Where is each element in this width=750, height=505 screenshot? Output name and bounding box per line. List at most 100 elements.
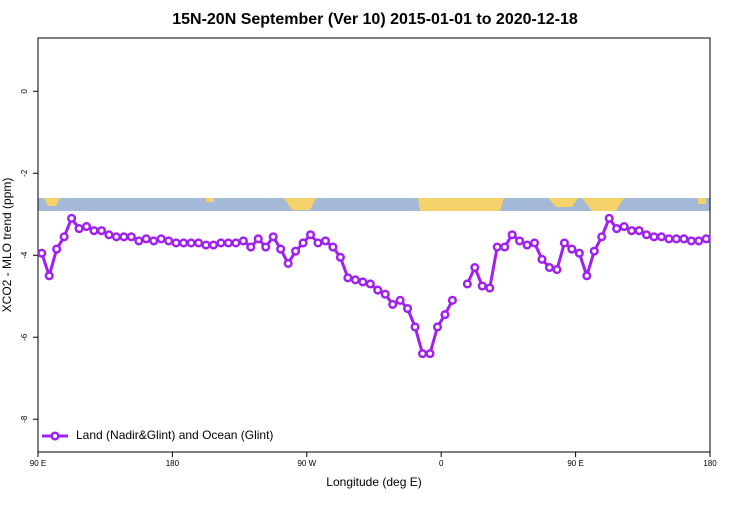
point <box>238 236 248 246</box>
point <box>253 234 263 244</box>
point <box>612 224 622 234</box>
point <box>500 242 510 252</box>
point <box>641 230 652 240</box>
point <box>537 254 547 264</box>
point <box>492 242 502 252</box>
point <box>589 246 599 256</box>
point <box>574 248 584 258</box>
point <box>671 234 681 244</box>
point <box>291 246 301 256</box>
point <box>126 232 136 242</box>
point <box>432 322 443 332</box>
point <box>656 232 667 242</box>
point <box>335 252 345 262</box>
point <box>529 238 540 248</box>
point <box>52 244 62 254</box>
point <box>507 230 517 240</box>
x-tick-label: 90 E <box>30 459 46 468</box>
point <box>365 279 375 289</box>
plot-frame <box>37 37 711 453</box>
point <box>515 236 525 246</box>
point <box>67 213 77 223</box>
point <box>216 238 226 248</box>
point <box>44 271 54 281</box>
point <box>477 281 487 291</box>
x-tick-label: 180 <box>703 459 717 468</box>
map-strip <box>38 198 710 211</box>
point <box>380 289 390 299</box>
point <box>283 258 293 268</box>
point <box>313 238 323 248</box>
y-tick-label: -2 <box>20 169 29 177</box>
point <box>156 234 166 244</box>
point <box>470 262 480 273</box>
point <box>141 234 151 244</box>
point <box>305 230 316 240</box>
point <box>350 275 360 285</box>
point <box>627 226 637 236</box>
point <box>440 310 450 320</box>
chart-title: 15N-20N September (Ver 10) 2015-01-01 to… <box>172 11 578 28</box>
x-tick-label: 90 W <box>297 459 316 468</box>
point <box>552 265 562 275</box>
y-tick-label: -4 <box>20 251 29 259</box>
point <box>694 236 704 246</box>
point <box>619 222 629 232</box>
point <box>544 262 555 273</box>
point <box>395 295 405 305</box>
point <box>201 240 211 250</box>
point <box>59 232 69 242</box>
point <box>193 238 204 248</box>
y-tick-label: -8 <box>20 415 29 423</box>
point <box>582 271 592 281</box>
point <box>171 238 181 248</box>
point <box>462 279 472 289</box>
point <box>410 322 420 332</box>
point <box>223 238 233 248</box>
point <box>649 232 659 242</box>
point <box>208 240 219 250</box>
point <box>328 242 338 252</box>
point <box>343 273 353 283</box>
point <box>597 232 607 242</box>
point <box>261 242 271 252</box>
point <box>559 238 569 248</box>
point <box>276 244 286 254</box>
y-tick-label: -6 <box>20 333 29 341</box>
point <box>81 222 92 232</box>
x-tick-label: 180 <box>166 459 180 468</box>
point <box>186 238 196 248</box>
point <box>679 234 689 244</box>
point <box>686 236 696 246</box>
point <box>388 299 398 309</box>
point <box>320 236 331 246</box>
point <box>417 349 428 359</box>
point <box>634 226 644 236</box>
point <box>164 236 174 246</box>
point <box>111 232 121 242</box>
x-tick-label: 90 E <box>567 459 583 468</box>
point <box>425 349 435 359</box>
point <box>119 232 129 242</box>
point <box>567 244 577 254</box>
point <box>74 224 84 234</box>
point <box>231 238 241 248</box>
legend-marker <box>50 431 60 441</box>
point <box>701 234 711 244</box>
point <box>89 226 99 236</box>
point <box>37 248 47 258</box>
point <box>522 240 532 250</box>
point <box>268 232 278 242</box>
point <box>104 230 114 240</box>
y-tick-label: 0 <box>20 89 29 94</box>
point <box>96 226 107 236</box>
point <box>447 295 457 305</box>
point <box>373 285 383 295</box>
point <box>149 236 159 246</box>
point <box>246 242 256 252</box>
y-axis-label: XCO2 - MLO trend (ppm) <box>0 178 14 313</box>
point <box>298 238 308 248</box>
x-axis-label: Longitude (deg E) <box>326 475 421 489</box>
point <box>485 283 495 293</box>
